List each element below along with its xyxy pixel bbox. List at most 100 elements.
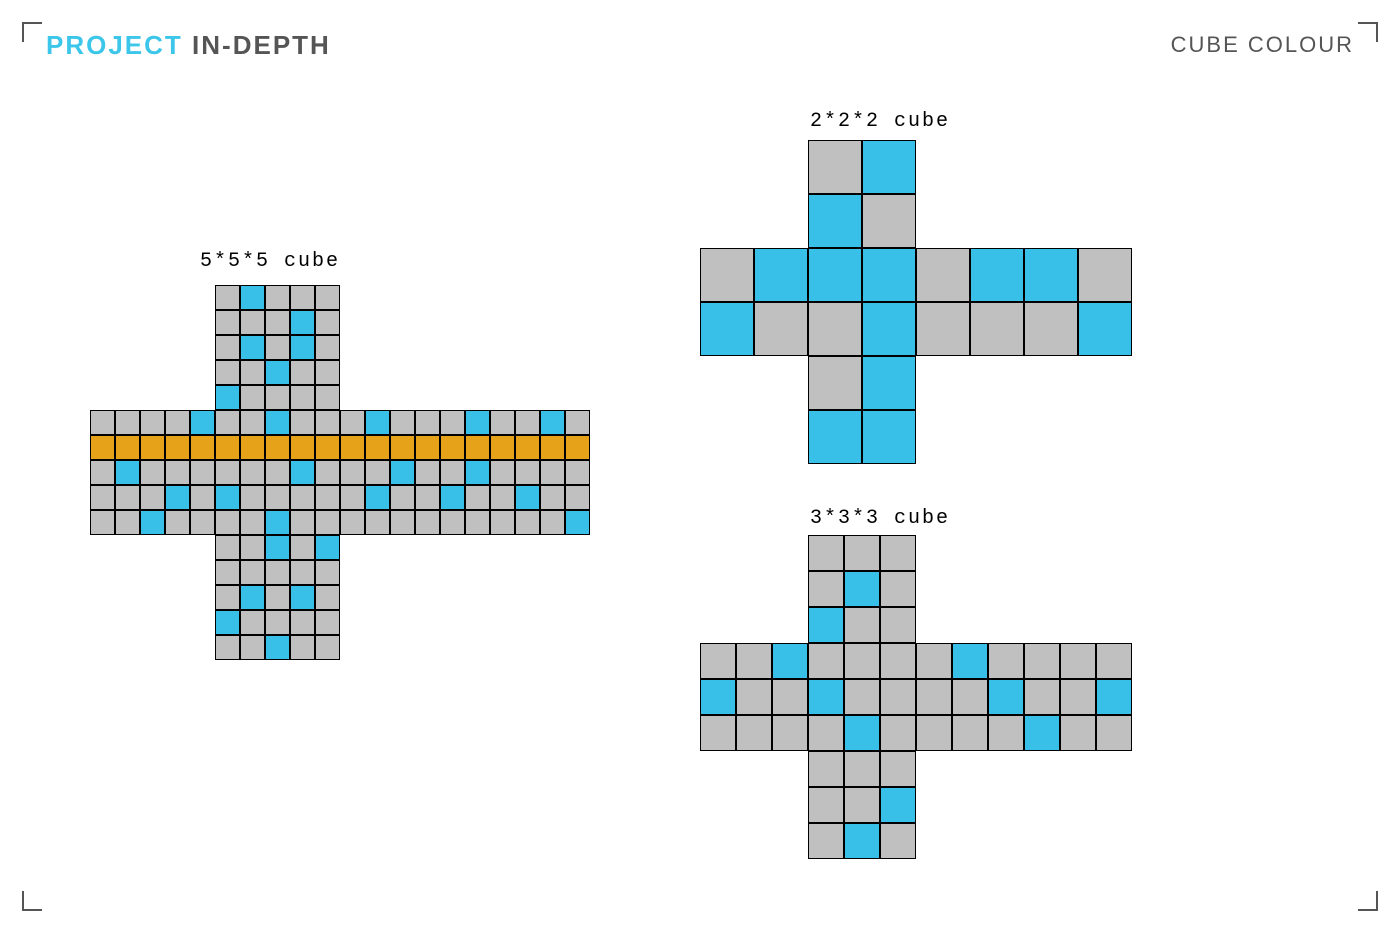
cube-cell — [265, 585, 290, 610]
cube-cell — [240, 610, 265, 635]
cube-cell — [190, 485, 215, 510]
cube-cell — [290, 485, 315, 510]
cube-cell — [265, 510, 290, 535]
cube-cell — [315, 435, 340, 460]
cube-cell — [916, 679, 952, 715]
cube-cell — [700, 302, 754, 356]
cube-cell — [240, 385, 265, 410]
label-3x3x3: 3*3*3 cube — [810, 507, 950, 530]
cube-cell — [490, 510, 515, 535]
cube-cell — [440, 510, 465, 535]
cube-cell — [515, 435, 540, 460]
cube-cell — [1096, 715, 1132, 751]
cube-cell — [265, 360, 290, 385]
cube-cell — [880, 643, 916, 679]
cube-cell — [565, 485, 590, 510]
cube-cell — [90, 485, 115, 510]
cube-cell — [290, 285, 315, 310]
cube-cell — [916, 715, 952, 751]
cube-cell — [265, 335, 290, 360]
cube-cell — [880, 823, 916, 859]
cube-cell — [415, 485, 440, 510]
cube-cell — [490, 485, 515, 510]
cube-cell — [265, 635, 290, 660]
cube-cell — [808, 607, 844, 643]
cube-cell — [115, 460, 140, 485]
corner-bracket-bl — [22, 891, 42, 911]
cube-cell — [240, 585, 265, 610]
cube-cell — [515, 510, 540, 535]
cube-cell — [736, 679, 772, 715]
cube-cell — [115, 435, 140, 460]
cube-cell — [440, 485, 465, 510]
label-5x5x5: 5*5*5 cube — [200, 250, 340, 273]
cube-cell — [808, 356, 862, 410]
cube-cell — [808, 194, 862, 248]
cube-cell — [808, 140, 862, 194]
cube-cell — [540, 510, 565, 535]
cube-cell — [808, 751, 844, 787]
cube-cell — [1024, 715, 1060, 751]
cube-cell — [290, 460, 315, 485]
cube-cell — [165, 460, 190, 485]
cube-cell — [862, 356, 916, 410]
cube-cell — [862, 410, 916, 464]
cube-cell — [515, 460, 540, 485]
cube-cell — [165, 410, 190, 435]
cube-cell — [290, 510, 315, 535]
cube-cell — [215, 635, 240, 660]
cube-cell — [215, 435, 240, 460]
cube-cell — [215, 310, 240, 335]
cube-cell — [290, 335, 315, 360]
cube-cell — [415, 510, 440, 535]
cube-cell — [190, 460, 215, 485]
cube-cell — [390, 410, 415, 435]
cube-cell — [265, 385, 290, 410]
cube-cell — [772, 679, 808, 715]
page-title-left: PROJECT IN-DEPTH — [46, 30, 331, 61]
cube-cell — [808, 715, 844, 751]
cube-cell — [315, 510, 340, 535]
cube-cell — [340, 435, 365, 460]
cube-cell — [540, 435, 565, 460]
cube-cell — [240, 335, 265, 360]
cube-cell — [880, 751, 916, 787]
cube-cell — [90, 435, 115, 460]
cube-cell — [844, 715, 880, 751]
cube-cell — [465, 410, 490, 435]
cube-cell — [265, 310, 290, 335]
cube-cell — [90, 460, 115, 485]
cube-cell — [880, 535, 916, 571]
cube-cell — [390, 485, 415, 510]
cube-cell — [772, 715, 808, 751]
cube-cell — [315, 635, 340, 660]
cube-cell — [440, 435, 465, 460]
cube-cell — [880, 715, 916, 751]
cube-cell — [736, 715, 772, 751]
cube-cell — [772, 643, 808, 679]
cube-cell — [365, 460, 390, 485]
cube-cell — [215, 585, 240, 610]
cube-cell — [165, 485, 190, 510]
cube-cell — [215, 510, 240, 535]
cube-cell — [215, 360, 240, 385]
title-word-indepth: IN-DEPTH — [192, 30, 331, 60]
cube-cell — [215, 610, 240, 635]
cube-cell — [862, 248, 916, 302]
cube-cell — [490, 435, 515, 460]
cube-cell — [240, 360, 265, 385]
cube-cell — [115, 485, 140, 510]
cube-cell — [290, 385, 315, 410]
label-2x2x2: 2*2*2 cube — [810, 110, 950, 133]
cube-cell — [315, 360, 340, 385]
cube-cell — [240, 485, 265, 510]
cube-cell — [988, 643, 1024, 679]
cube-cell — [970, 302, 1024, 356]
cube-cell — [540, 460, 565, 485]
cube-cell — [390, 510, 415, 535]
cube-cell — [290, 410, 315, 435]
cube-cell — [340, 485, 365, 510]
cube-cell — [415, 435, 440, 460]
cube-cell — [315, 560, 340, 585]
cube-cell — [390, 435, 415, 460]
